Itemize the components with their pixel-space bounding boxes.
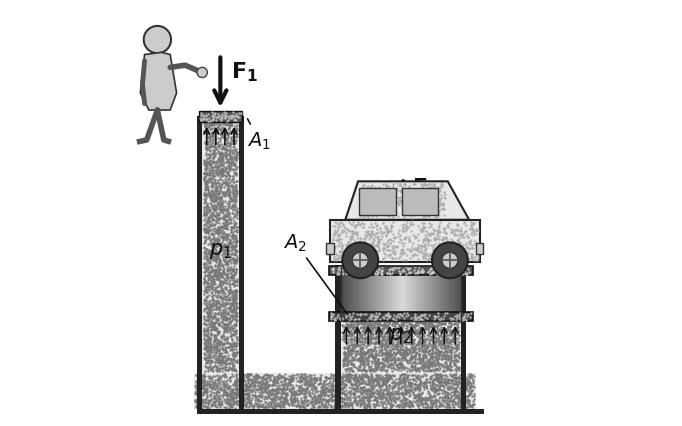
Bar	[413, 266, 416, 322]
Bar	[341, 266, 460, 373]
Circle shape	[432, 243, 468, 279]
Bar	[350, 266, 353, 322]
Circle shape	[197, 68, 207, 78]
Bar	[392, 266, 396, 322]
Bar	[359, 188, 396, 216]
Bar	[421, 266, 425, 322]
Bar	[329, 266, 473, 276]
Bar	[383, 266, 386, 322]
Bar	[336, 265, 341, 414]
Bar	[475, 244, 483, 254]
Text: $p_1$: $p_1$	[209, 240, 232, 260]
Bar	[377, 266, 381, 322]
Bar	[425, 266, 428, 322]
Bar	[359, 266, 362, 322]
Bar	[416, 266, 419, 322]
Bar	[344, 266, 347, 322]
Circle shape	[342, 243, 378, 279]
Bar	[436, 266, 440, 322]
Bar	[371, 266, 374, 322]
Bar	[326, 244, 333, 254]
Polygon shape	[140, 53, 177, 111]
Bar	[196, 409, 484, 414]
Text: $A_1$: $A_1$	[247, 120, 271, 151]
Bar	[434, 266, 437, 322]
Circle shape	[144, 27, 171, 54]
Bar	[329, 312, 473, 322]
Bar	[374, 266, 377, 322]
Bar	[330, 220, 479, 263]
Bar	[451, 266, 455, 322]
Bar	[365, 266, 368, 322]
Circle shape	[352, 253, 368, 269]
Text: $A_2$: $A_2$	[283, 232, 348, 315]
Bar	[368, 266, 371, 322]
Bar	[428, 266, 431, 322]
Text: $p_2$: $p_2$	[389, 325, 413, 345]
Bar	[199, 112, 242, 123]
Bar	[410, 266, 413, 322]
Circle shape	[442, 253, 458, 269]
Bar	[341, 266, 344, 322]
Bar	[194, 373, 475, 409]
Bar	[455, 266, 458, 322]
Bar	[395, 266, 398, 322]
Bar	[404, 266, 407, 322]
Bar	[406, 266, 410, 322]
Polygon shape	[345, 182, 469, 220]
Bar	[445, 266, 449, 322]
Bar	[196, 116, 203, 414]
Bar	[458, 266, 461, 322]
Bar	[386, 266, 389, 322]
Bar	[398, 266, 401, 322]
Bar	[430, 266, 434, 322]
Bar	[443, 266, 446, 322]
Bar	[389, 266, 392, 322]
Bar	[380, 266, 383, 322]
Bar	[239, 116, 244, 414]
Text: $\mathbf{F_1}$: $\mathbf{F_1}$	[231, 60, 258, 84]
Bar	[356, 266, 359, 322]
Bar	[402, 188, 439, 216]
Bar	[440, 266, 443, 322]
Bar	[401, 266, 404, 322]
Bar	[449, 266, 452, 322]
Bar	[460, 265, 466, 414]
Bar	[347, 266, 351, 322]
Bar	[353, 266, 357, 322]
Text: $\mathbf{F_2}$: $\mathbf{F_2}$	[412, 176, 439, 199]
Bar	[362, 266, 366, 322]
Bar	[419, 266, 422, 322]
Bar	[203, 117, 239, 373]
Bar	[341, 266, 460, 322]
